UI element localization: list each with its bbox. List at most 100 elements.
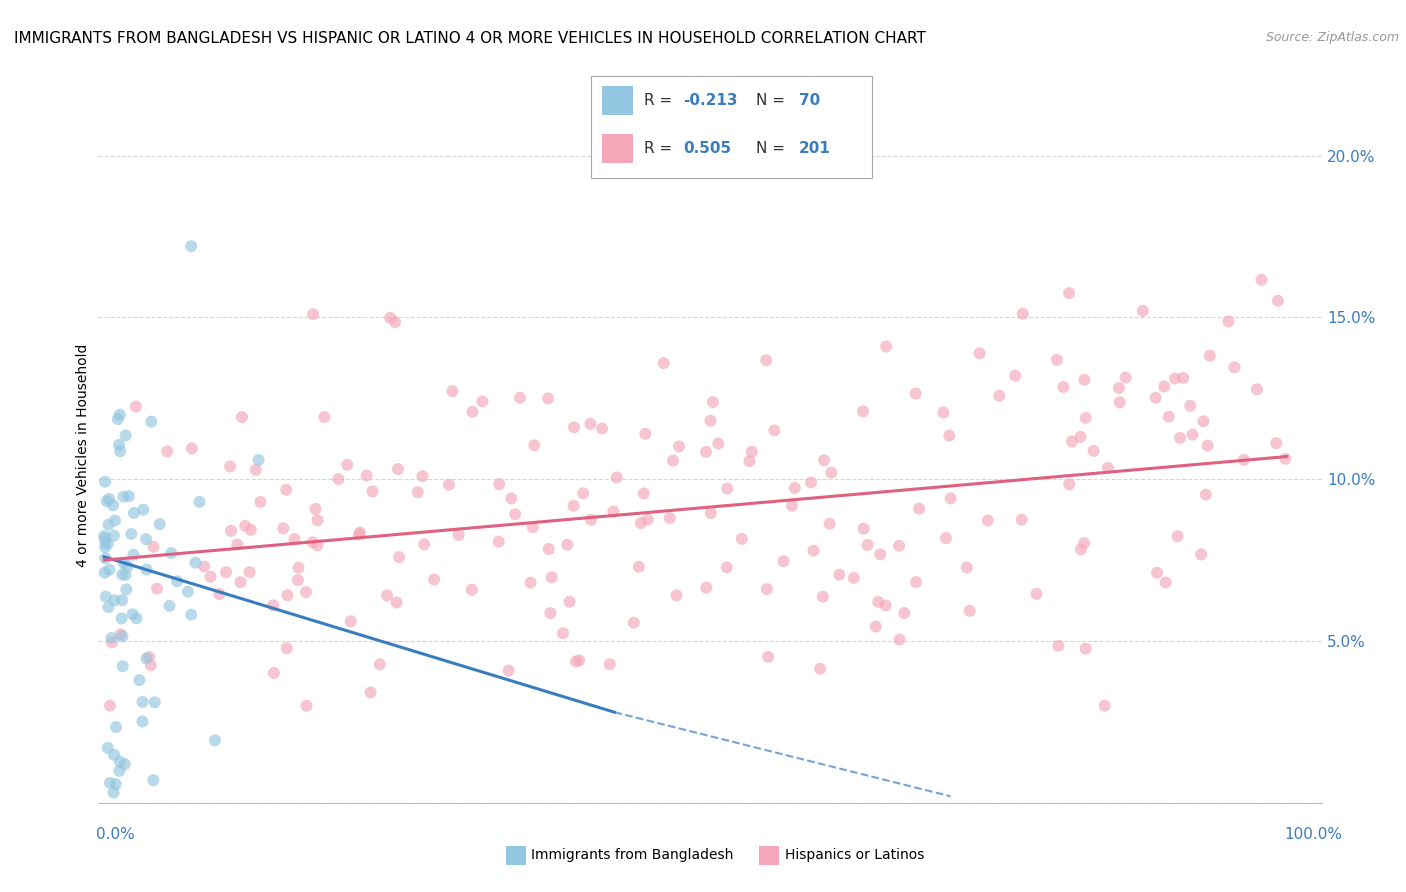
- Point: [519, 575, 541, 590]
- Point: [1094, 698, 1116, 713]
- Point: [276, 483, 298, 497]
- Point: [1004, 368, 1026, 383]
- Text: IMMIGRANTS FROM BANGLADESH VS HISPANIC OR LATINO 4 OR MORE VEHICLES IN HOUSEHOLD: IMMIGRANTS FROM BANGLADESH VS HISPANIC O…: [14, 31, 927, 46]
- Point: [277, 588, 299, 602]
- Point: [803, 543, 825, 558]
- Point: [540, 570, 562, 584]
- Point: [94, 551, 117, 566]
- Text: R =: R =: [644, 93, 678, 108]
- Point: [498, 664, 520, 678]
- Point: [384, 315, 406, 329]
- Point: [114, 428, 136, 442]
- Point: [347, 527, 370, 541]
- Point: [939, 491, 962, 506]
- Text: 70: 70: [799, 93, 820, 108]
- Point: [700, 506, 723, 520]
- Point: [938, 428, 960, 442]
- Point: [349, 525, 371, 540]
- Point: [245, 463, 267, 477]
- Point: [558, 595, 581, 609]
- Point: [568, 653, 591, 667]
- Point: [488, 477, 510, 491]
- Point: [1223, 360, 1246, 375]
- Point: [956, 560, 979, 574]
- Point: [1097, 461, 1119, 475]
- Point: [200, 570, 222, 584]
- Point: [385, 595, 408, 609]
- Point: [1144, 391, 1167, 405]
- Point: [818, 516, 841, 531]
- Point: [471, 394, 494, 409]
- Point: [1154, 575, 1177, 590]
- Point: [813, 453, 835, 467]
- Point: [869, 548, 891, 562]
- Text: 0.0%: 0.0%: [96, 827, 135, 841]
- Point: [98, 563, 121, 577]
- Bar: [602, 135, 633, 163]
- Point: [307, 538, 329, 552]
- Point: [1011, 513, 1033, 527]
- Point: [865, 619, 887, 633]
- Point: [1265, 436, 1288, 450]
- Point: [120, 527, 142, 541]
- Point: [100, 631, 122, 645]
- Point: [287, 573, 309, 587]
- Point: [522, 520, 544, 534]
- Point: [97, 536, 120, 550]
- Point: [122, 506, 145, 520]
- Point: [756, 649, 779, 664]
- Point: [339, 614, 361, 628]
- Point: [501, 491, 523, 506]
- Point: [1218, 314, 1240, 328]
- Point: [579, 513, 602, 527]
- Point: [101, 635, 124, 649]
- Point: [1047, 639, 1070, 653]
- Point: [94, 475, 117, 489]
- Point: [523, 438, 546, 452]
- Point: [1189, 548, 1212, 562]
- Point: [112, 490, 135, 504]
- Point: [738, 454, 761, 468]
- Point: [509, 391, 531, 405]
- Point: [562, 420, 585, 434]
- Point: [842, 571, 865, 585]
- Point: [904, 386, 927, 401]
- Point: [104, 514, 127, 528]
- Point: [1057, 477, 1080, 491]
- Point: [93, 566, 115, 580]
- Point: [110, 611, 132, 625]
- Point: [1167, 529, 1189, 543]
- Point: [969, 346, 991, 360]
- Point: [98, 776, 121, 790]
- Point: [111, 567, 134, 582]
- Point: [623, 615, 645, 630]
- Point: [1198, 349, 1220, 363]
- Point: [887, 539, 910, 553]
- Point: [606, 470, 628, 484]
- Point: [97, 740, 120, 755]
- Point: [295, 698, 318, 713]
- Point: [375, 589, 398, 603]
- Point: [1074, 411, 1097, 425]
- Point: [219, 524, 242, 538]
- Point: [461, 405, 484, 419]
- Point: [159, 599, 181, 613]
- Point: [413, 537, 436, 551]
- Text: Immigrants from Bangladesh: Immigrants from Bangladesh: [531, 848, 734, 863]
- Point: [149, 517, 172, 532]
- Point: [1132, 304, 1154, 318]
- Point: [287, 561, 309, 575]
- Point: [1060, 434, 1083, 449]
- Point: [180, 607, 202, 622]
- Point: [565, 655, 588, 669]
- Point: [707, 436, 730, 450]
- Point: [247, 453, 270, 467]
- Point: [889, 632, 911, 647]
- Point: [695, 581, 717, 595]
- Text: N =: N =: [756, 93, 790, 108]
- Point: [143, 695, 166, 709]
- Point: [135, 651, 157, 665]
- Point: [108, 438, 131, 452]
- Point: [633, 486, 655, 500]
- Point: [132, 502, 155, 516]
